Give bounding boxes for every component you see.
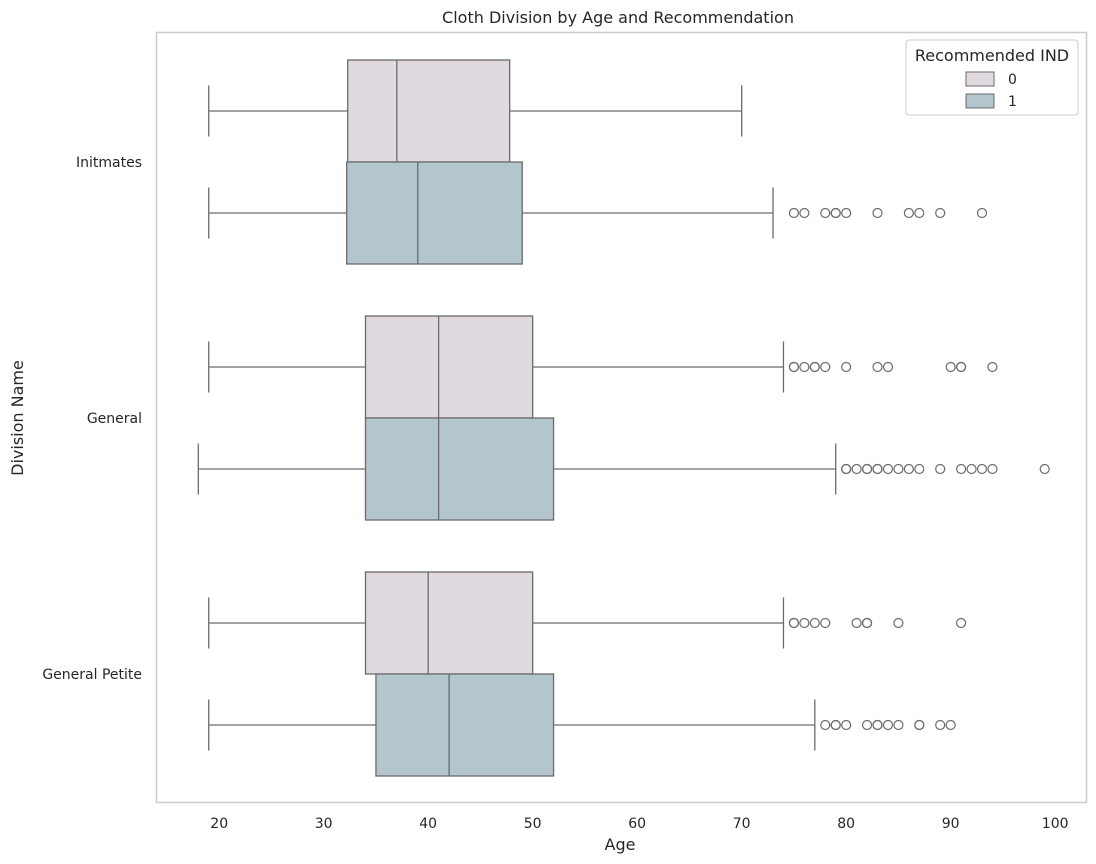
iqr-box (375, 673, 555, 777)
outlier-point (956, 617, 967, 629)
y-axis-label: Division Name (8, 360, 27, 476)
iqr-box (364, 571, 534, 675)
legend-swatch-0 (965, 71, 995, 87)
outlier-point (872, 719, 883, 731)
outlier-point (872, 207, 883, 219)
outlier-point (976, 207, 988, 219)
outlier-point (861, 719, 873, 731)
y-tick-labels: Initmates General General Petite (42, 155, 142, 683)
outlier-point (987, 361, 998, 373)
y-tick-label: General (87, 411, 142, 427)
outlier-point (851, 617, 862, 629)
box-1 (208, 59, 743, 163)
outlier-point (956, 361, 967, 373)
plot-frame (155, 31, 1088, 804)
outlier-point (841, 207, 852, 219)
outlier-point (788, 617, 800, 629)
x-tick-label: 20 (210, 816, 228, 832)
x-tick-label: 40 (419, 816, 437, 832)
box-6 (208, 673, 956, 777)
iqr-box (364, 417, 555, 521)
x-axis-label: Age (605, 835, 636, 854)
outlier-point (903, 463, 914, 475)
legend: Recommended IND 01 (905, 39, 1079, 116)
y-tick-label: General Petite (42, 667, 142, 683)
x-tick-label: 80 (837, 816, 855, 832)
x-tick-label: 100 (1042, 816, 1069, 832)
outlier-point (841, 361, 852, 373)
outlier-point (861, 617, 873, 629)
outlier-point (893, 463, 904, 475)
outlier-point (976, 463, 988, 475)
outlier-point (788, 207, 800, 219)
outlier-point (799, 361, 810, 373)
outlier-point (945, 719, 956, 731)
outlier-point (914, 207, 925, 219)
outlier-point (882, 361, 894, 373)
outlier-point (966, 463, 977, 475)
outlier-point (809, 617, 820, 629)
iqr-box (346, 161, 523, 265)
x-tick-label: 70 (733, 816, 751, 832)
x-tick-label: 90 (942, 816, 960, 832)
outlier-point (1039, 463, 1050, 475)
outlier-point (914, 719, 925, 731)
outlier-point (893, 617, 904, 629)
box-5 (208, 571, 967, 675)
x-tick-label: 30 (315, 816, 333, 832)
outlier-point (799, 207, 810, 219)
chart-title: Cloth Division by Age and Recommendation (442, 8, 794, 27)
outlier-point (809, 361, 820, 373)
outlier-point (987, 463, 998, 475)
legend-label-1: 1 (1008, 94, 1017, 110)
outlier-point (841, 719, 852, 731)
iqr-box (347, 59, 511, 163)
legend-label-0: 0 (1008, 72, 1017, 88)
outlier-point (851, 463, 862, 475)
outlier-point (903, 207, 914, 219)
outlier-point (935, 463, 946, 475)
outlier-point (914, 463, 925, 475)
outlier-point (820, 361, 831, 373)
box-4 (197, 417, 1050, 521)
outlier-point (893, 719, 904, 731)
legend-items: 01 (965, 71, 1017, 110)
legend-swatch-1 (965, 93, 995, 109)
x-tick-label: 60 (628, 816, 646, 832)
outlier-point (788, 361, 800, 373)
outlier-point (820, 207, 831, 219)
box-3 (208, 315, 998, 419)
outlier-point (945, 361, 956, 373)
x-tick-label: 50 (524, 816, 542, 832)
outlier-point (882, 463, 894, 475)
box-2 (208, 161, 988, 265)
outlier-point (841, 463, 852, 475)
outlier-point (820, 719, 831, 731)
x-tick-labels: 20 30 40 50 60 70 80 90 100 (210, 816, 1068, 832)
outlier-point (820, 617, 831, 629)
outlier-point (799, 617, 810, 629)
outlier-point (830, 719, 841, 731)
outlier-point (935, 207, 946, 219)
outlier-point (861, 463, 873, 475)
outlier-point (956, 463, 967, 475)
box-group (197, 59, 1050, 777)
outlier-point (882, 719, 894, 731)
y-tick-label: Initmates (76, 155, 142, 171)
outlier-point (872, 463, 883, 475)
outlier-point (935, 719, 946, 731)
outlier-point (830, 207, 841, 219)
legend-title: Recommended IND (915, 46, 1069, 65)
iqr-box (364, 315, 534, 419)
outlier-point (872, 361, 883, 373)
